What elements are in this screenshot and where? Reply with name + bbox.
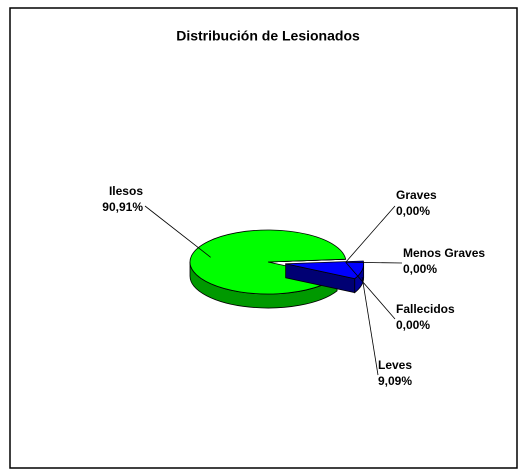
slice-value-label: 90,91% bbox=[102, 200, 143, 214]
leader-line bbox=[361, 277, 379, 376]
leader-line bbox=[345, 261, 396, 320]
chart-title: Distribución de Lesionados bbox=[176, 28, 360, 44]
leader-line bbox=[345, 205, 396, 263]
slice bbox=[285, 260, 365, 280]
slice-value-label: 0,00% bbox=[396, 318, 430, 332]
slice-label: Leves bbox=[378, 358, 412, 372]
slice-label: Graves bbox=[396, 188, 437, 202]
slice-label: Ilesos bbox=[109, 184, 143, 198]
slice-value-label: 9,09% bbox=[378, 374, 412, 388]
slice-label: Fallecidos bbox=[396, 302, 455, 316]
leader-line bbox=[345, 261, 403, 264]
slice-value-label: 0,00% bbox=[403, 262, 437, 276]
leader-line bbox=[144, 205, 211, 258]
slice-label: Menos Graves bbox=[403, 246, 485, 260]
slice-value-label: 0,00% bbox=[396, 204, 430, 218]
